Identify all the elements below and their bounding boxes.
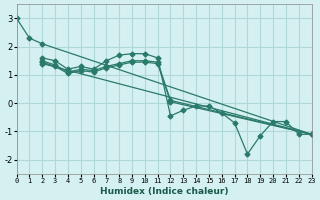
X-axis label: Humidex (Indice chaleur): Humidex (Indice chaleur): [100, 187, 228, 196]
